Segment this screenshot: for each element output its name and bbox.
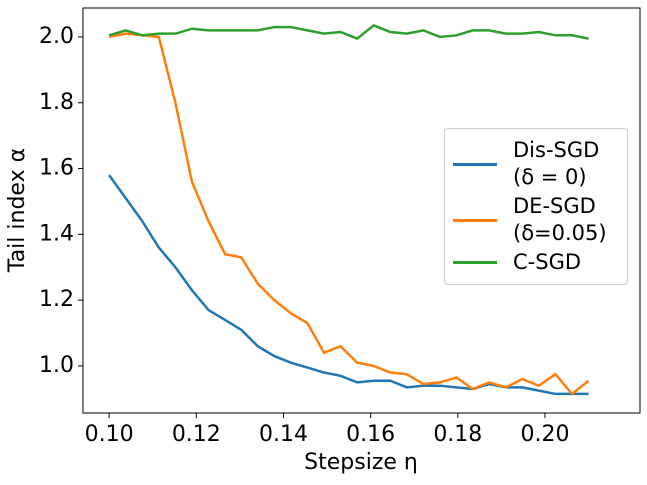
y-tick-label: 1.2 xyxy=(39,287,74,312)
data-line xyxy=(108,32,590,396)
x-tick-label: 0.16 xyxy=(346,422,395,447)
plot-frame xyxy=(82,7,641,414)
x-axis-label: Stepsize η xyxy=(304,450,418,475)
y-axis-label: Tail index α xyxy=(5,148,30,273)
data-line xyxy=(108,24,589,41)
x-tick-label: 0.14 xyxy=(259,422,308,447)
x-tick-label: 0.10 xyxy=(85,422,134,447)
x-tick-label: 0.18 xyxy=(433,422,482,447)
legend-swatch xyxy=(453,162,497,166)
x-tick-label: 0.12 xyxy=(172,422,221,447)
legend-label: DE-SGD (δ=0.05) xyxy=(513,194,607,245)
legend-entry: DE-SGD (δ=0.05) xyxy=(453,193,619,247)
y-tick-label: 1.4 xyxy=(39,221,74,246)
legend-swatch xyxy=(453,261,497,264)
legend-swatch xyxy=(453,218,497,222)
y-tick-label: 1.0 xyxy=(39,353,74,378)
y-tick-label: 1.6 xyxy=(39,156,74,181)
legend-entry: Dis-SGD (δ = 0) xyxy=(453,137,619,191)
y-tick-label: 2.0 xyxy=(39,24,74,49)
y-tick-label: 1.8 xyxy=(39,90,74,115)
x-tick-label: 0.20 xyxy=(520,422,569,447)
legend-label: C-SGD xyxy=(513,250,582,274)
legend-label: Dis-SGD (δ = 0) xyxy=(513,138,600,189)
legend: Dis-SGD (δ = 0) DE-SGD (δ=0.05) C-SGD xyxy=(444,128,628,285)
legend-entry: C-SGD xyxy=(453,249,619,276)
